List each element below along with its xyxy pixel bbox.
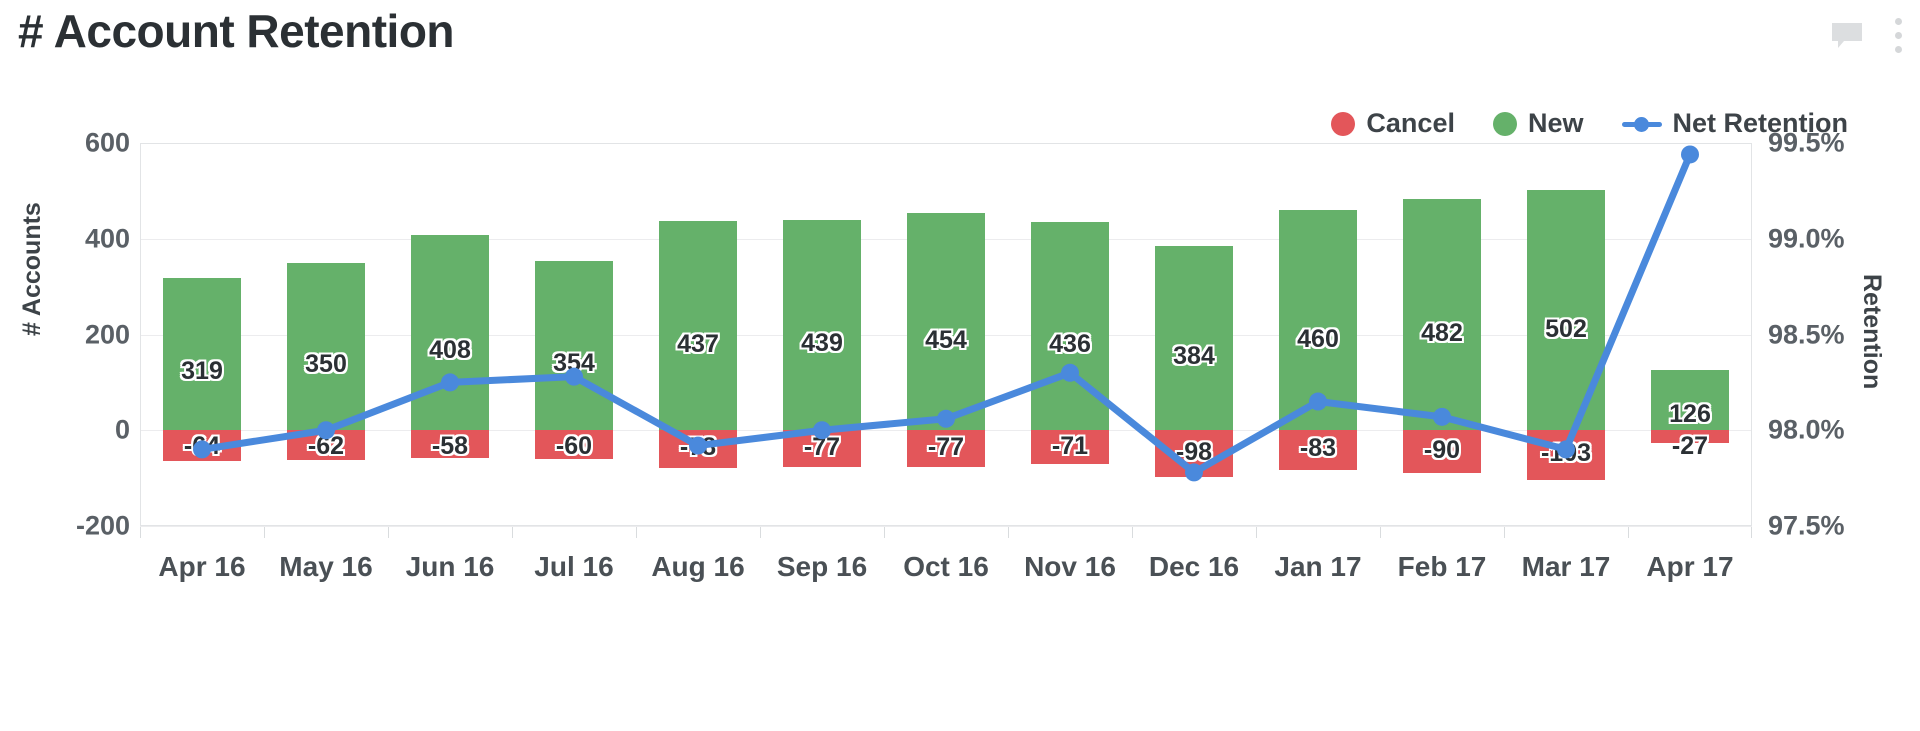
bar-group[interactable]: 126 -27 — [1628, 143, 1752, 526]
bar-new[interactable] — [287, 262, 365, 431]
bar-new[interactable] — [163, 277, 241, 431]
x-axis-tick-label: Aug 16 — [636, 527, 760, 587]
bar-new[interactable] — [1403, 199, 1481, 431]
legend-label-cancel: Cancel — [1366, 108, 1455, 138]
header-actions — [1830, 14, 1906, 57]
bar-group[interactable]: 482 -90 — [1380, 143, 1504, 526]
bar-value-label-new: 502 — [1545, 314, 1587, 343]
y-axis-left-tick-label: 600 — [84, 127, 130, 158]
bar-value-label-cancel: -64 — [183, 432, 221, 461]
x-axis-tick-label: Mar 17 — [1504, 527, 1628, 587]
bar-value-label-new: 319 — [181, 356, 223, 385]
bar-group[interactable]: 408 -58 — [388, 143, 512, 526]
bar-new[interactable] — [411, 234, 489, 431]
bar-value-label-new: 439 — [801, 329, 843, 358]
bar-group[interactable]: 437 -78 — [636, 143, 760, 526]
bar-new[interactable] — [907, 212, 985, 431]
bar-group[interactable]: 436 -71 — [1008, 143, 1132, 526]
bar-value-label-new: 354 — [553, 348, 595, 377]
bar-value-label-new: 437 — [677, 329, 719, 358]
legend-marker-net-retention-icon — [1621, 113, 1662, 135]
bar-value-label-new: 384 — [1173, 342, 1215, 370]
bar-value-label-cancel: -71 — [1051, 432, 1089, 461]
bar-group[interactable]: 439 -77 — [760, 143, 884, 526]
x-axis-tick-label: Apr 16 — [140, 527, 264, 587]
bar-value-label-cancel: -27 — [1671, 432, 1709, 461]
y-axis-right-tick-label: 97.5% — [1768, 510, 1845, 541]
bar-value-label-new: 482 — [1421, 319, 1463, 348]
bar-value-label-new: 126 — [1669, 400, 1711, 429]
bar-value-label-cancel: -83 — [1299, 434, 1337, 463]
x-axis-tick-label: Sep 16 — [760, 527, 884, 587]
bar-new[interactable] — [535, 260, 613, 431]
bar-group[interactable]: 350 -62 — [264, 143, 388, 526]
bar-value-label-cancel: -78 — [679, 432, 717, 461]
y-axis-left-title: # Accounts — [18, 202, 46, 336]
y-axis-right-tick-label: 98.5% — [1768, 319, 1845, 349]
comment-icon[interactable] — [1830, 21, 1864, 51]
y-axis-left-tick-label: -200 — [75, 510, 130, 541]
x-axis-tick-label: Jun 16 — [388, 527, 512, 587]
bar-new[interactable] — [1155, 246, 1233, 431]
bar-value-label-new: 454 — [925, 325, 967, 354]
x-axis-tick-label: Oct 16 — [884, 527, 1008, 587]
y-axis-right-tick-label: 99.0% — [1768, 223, 1845, 254]
page-title: # Account Retention — [18, 5, 455, 57]
kebab-menu-icon[interactable] — [1890, 14, 1906, 57]
x-axis-ticks: Apr 16 May 16 Jun 16 Jul 16 Aug 16 Sep 16 Oct … — [140, 527, 1752, 587]
legend-marker-cancel-icon — [1331, 111, 1356, 136]
bar-value-label-new: 436 — [1049, 330, 1091, 359]
legend-marker-new-icon — [1492, 111, 1517, 136]
y-axis-right-tick-label: 98.0% — [1768, 414, 1845, 445]
bar-group[interactable]: 460 -83 — [1256, 143, 1380, 526]
bar-new[interactable] — [1527, 189, 1605, 431]
card-header: # Account Retention — [0, 0, 1920, 78]
bar-value-label-cancel: -77 — [927, 432, 965, 461]
x-axis-tick-label: Feb 17 — [1380, 527, 1504, 587]
x-axis-tick-label: Dec 16 — [1132, 527, 1256, 587]
bar-value-label-new: 408 — [429, 336, 471, 365]
x-axis-tick-label: May 16 — [264, 527, 388, 587]
bar-group[interactable]: 384 -98 — [1132, 143, 1256, 526]
bar-new[interactable] — [783, 220, 861, 431]
bar-value-label-cancel: -90 — [1423, 435, 1461, 464]
bar-value-label-cancel: -60 — [555, 432, 593, 461]
bar-new[interactable] — [1279, 210, 1357, 431]
bar-value-label-new: 350 — [305, 349, 347, 378]
bar-value-label-cancel: -77 — [803, 432, 841, 461]
legend-label-new: New — [1527, 108, 1584, 138]
bar-series-layer: 319 -64 350 -62 408 -58 354 -60 437 -78 439 -77 454 -… — [140, 143, 1752, 526]
bar-group[interactable]: 502 -103 — [1504, 143, 1628, 526]
bar-group[interactable]: 354 -60 — [512, 143, 636, 526]
y-axis-left-tick-label: 400 — [84, 223, 130, 254]
bar-value-label-cancel: -103 — [1540, 438, 1592, 467]
x-axis-tick-label: Jan 17 — [1256, 527, 1380, 587]
legend-item-new[interactable]: New — [1492, 108, 1584, 139]
bar-value-label-cancel: -62 — [307, 432, 345, 461]
legend-label-net-retention: Net Retention — [1672, 108, 1849, 138]
y-axis-left-tick-label: 200 — [84, 319, 130, 349]
x-axis-tick-label: Nov 16 — [1008, 527, 1132, 587]
chart-legend: Cancel New Net Retention — [1331, 108, 1848, 139]
bar-new[interactable] — [1031, 221, 1109, 431]
bar-value-label-cancel: -58 — [431, 432, 469, 461]
x-axis-tick-label: Jul 16 — [512, 527, 636, 587]
x-axis-tick-label: Apr 17 — [1628, 527, 1752, 587]
bar-new[interactable] — [659, 221, 737, 431]
legend-item-net-retention[interactable]: Net Retention — [1621, 108, 1849, 139]
plot-frame — [140, 143, 1752, 526]
bar-group[interactable]: 319 -64 — [140, 143, 264, 526]
bar-value-label-new: 460 — [1297, 324, 1339, 353]
y-axis-left-tick-label: 0 — [114, 414, 130, 445]
legend-item-cancel[interactable]: Cancel — [1331, 108, 1455, 139]
y-axis-right-tick-label: 99.5% — [1768, 127, 1845, 158]
bar-value-label-cancel: -98 — [1175, 437, 1213, 466]
bar-group[interactable]: 454 -77 — [884, 143, 1008, 526]
gridline — [140, 526, 1752, 527]
